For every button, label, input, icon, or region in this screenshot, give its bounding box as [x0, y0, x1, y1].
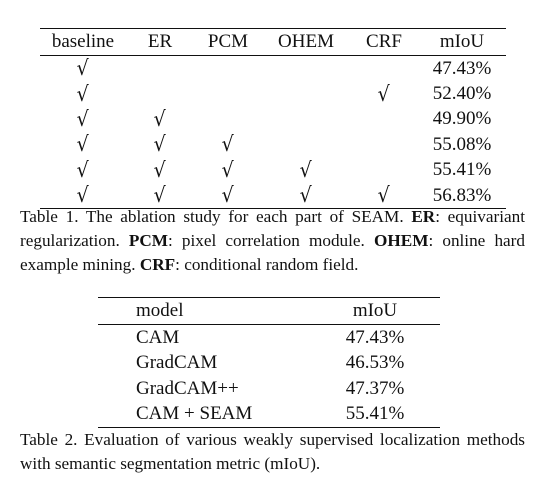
check-mark-icon: √	[299, 157, 313, 182]
table-cell: √	[40, 56, 126, 82]
miou-value: 52.40%	[432, 83, 492, 105]
check-mark-icon: √	[153, 106, 167, 131]
localization-methods-table: model mIoU CAM 47.43% GradCAM 46.53% GradCAM…	[98, 297, 440, 428]
check-mark-icon: √	[76, 106, 90, 131]
table-row: √ √ √ √ 55.41%	[40, 158, 506, 183]
table-cell: √	[126, 158, 194, 183]
model-name: CAM + SEAM	[136, 403, 253, 425]
table-row: √ √ 52.40%	[40, 81, 506, 106]
table-row: GradCAM 46.53%	[98, 351, 440, 377]
ablation-table-header: baseline ER PCM OHEM CRF mIoU	[40, 28, 506, 56]
check-mark-icon: √	[153, 183, 167, 208]
table-row: √ √ 49.90%	[40, 107, 506, 132]
table-row: GradCAM++ 47.37%	[98, 376, 440, 402]
methods-table-header: model mIoU	[98, 297, 440, 325]
ablation-table-body: √ 47.43% √ √ 52.40% √ √ 49.90% √ √ √ 55.08% √ √ √ √ 55.4…	[40, 56, 506, 209]
table-cell: √	[194, 132, 262, 157]
caption-term-desc: : online hard example mining.	[20, 231, 525, 274]
column-header-er: ER	[147, 31, 173, 52]
table-cell: √	[40, 107, 126, 132]
table-cell: √	[126, 132, 194, 157]
check-mark-icon: √	[76, 81, 90, 106]
table-cell: √	[262, 183, 350, 209]
table-row: √ √ √ 55.08%	[40, 132, 506, 157]
miou-value: 49.90%	[432, 108, 492, 130]
table-cell	[126, 56, 194, 82]
table-cell: √	[126, 107, 194, 132]
caption-term-desc: : pixel correlation module.	[168, 231, 374, 250]
caption-term-abbr: ER	[411, 207, 436, 226]
table-cell: √	[40, 81, 126, 106]
column-header-ohem: OHEM	[278, 31, 334, 52]
table-cell	[262, 107, 350, 132]
caption-term-abbr: CRF	[139, 255, 176, 274]
column-header-pcm: PCM	[207, 31, 249, 52]
table-cell	[262, 132, 350, 157]
miou-value: 55.08%	[432, 133, 492, 155]
table-row: CAM 47.43%	[98, 325, 440, 351]
table-cell: √	[40, 183, 126, 209]
table-cell	[194, 81, 262, 106]
caption-term-abbr: PCM	[128, 231, 169, 250]
table-cell	[126, 81, 194, 106]
ablation-table: baseline ER PCM OHEM CRF mIoU √ 47.43% √ √ 52.40%…	[40, 28, 506, 209]
model-name: CAM	[136, 326, 180, 348]
check-mark-icon: √	[76, 157, 90, 182]
table-cell	[194, 56, 262, 82]
check-mark-icon: √	[153, 132, 167, 157]
table-cell	[350, 56, 418, 82]
model-name: GradCAM	[136, 352, 218, 374]
miou-value: 47.43%	[432, 57, 492, 79]
check-mark-icon: √	[299, 183, 313, 208]
check-mark-icon: √	[377, 183, 391, 208]
methods-table-body: CAM 47.43% GradCAM 46.53% GradCAM++ 47.37% CAM…	[98, 325, 440, 428]
table-cell: √	[262, 158, 350, 183]
table-row: √ 47.43%	[40, 56, 506, 82]
table-cell	[350, 132, 418, 157]
column-header-crf: CRF	[366, 31, 402, 52]
table-cell	[262, 81, 350, 106]
caption-prefix: Table 1. The ablation study for each par…	[20, 207, 412, 226]
caption-term-abbr: OHEM	[374, 231, 429, 250]
caption-term-desc: : conditional random field.	[175, 255, 359, 274]
table1-caption: Table 1. The ablation study for each par…	[20, 205, 525, 277]
miou-value: 56.83%	[432, 184, 492, 206]
column-header-miou: mIoU	[352, 300, 398, 321]
table-row: √ √ √ √ √ 56.83%	[40, 183, 506, 209]
table-cell: √	[350, 183, 418, 209]
check-mark-icon: √	[221, 132, 235, 157]
miou-value: 47.43%	[345, 326, 405, 348]
check-mark-icon: √	[221, 157, 235, 182]
column-header-model: model	[136, 300, 184, 321]
miou-value: 55.41%	[345, 403, 405, 425]
table-row: CAM + SEAM 55.41%	[98, 402, 440, 428]
table-cell: √	[350, 81, 418, 106]
check-mark-icon: √	[221, 183, 235, 208]
check-mark-icon: √	[76, 132, 90, 157]
column-header-baseline: baseline	[51, 31, 115, 52]
miou-value: 46.53%	[345, 352, 405, 374]
table-cell: √	[194, 183, 262, 209]
miou-value: 55.41%	[432, 159, 492, 181]
table-cell	[194, 107, 262, 132]
miou-value: 47.37%	[345, 377, 405, 399]
model-name: GradCAM++	[136, 377, 239, 399]
table2-caption: Table 2. Evaluation of various weakly su…	[20, 430, 525, 473]
table-cell	[262, 56, 350, 82]
table-cell: √	[194, 158, 262, 183]
table-cell: √	[126, 183, 194, 209]
table-cell: √	[40, 132, 126, 157]
check-mark-icon: √	[76, 183, 90, 208]
table-cell	[350, 107, 418, 132]
check-mark-icon: √	[377, 81, 391, 106]
check-mark-icon: √	[76, 56, 90, 81]
table-cell	[350, 158, 418, 183]
column-header-miou: mIoU	[439, 31, 485, 52]
check-mark-icon: √	[153, 157, 167, 182]
caption-term-desc: : equivariant regularization.	[20, 207, 525, 250]
table-cell: √	[40, 158, 126, 183]
